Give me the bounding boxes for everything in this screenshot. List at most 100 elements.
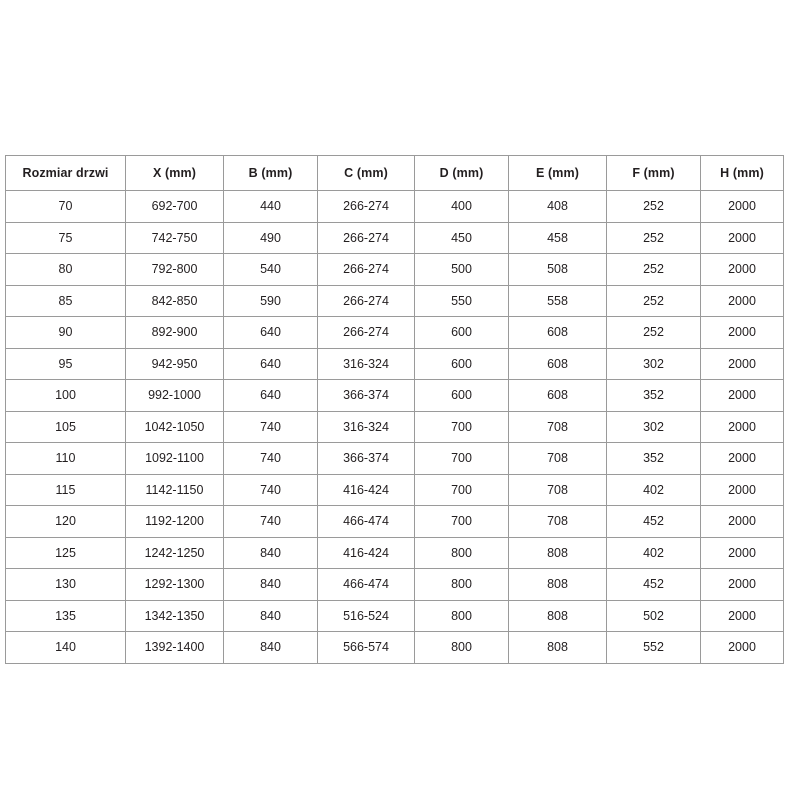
cell-f: 252 [606, 221, 701, 254]
cell-x: 1392-1400 [125, 631, 224, 664]
door-size-spec-table: Rozmiar drzwi X (mm) B (mm) C (mm) D (mm) E (… [5, 155, 784, 664]
cell-x: 992-1000 [125, 379, 224, 412]
cell-h: 2000 [700, 221, 784, 254]
cell-c: 566-574 [317, 631, 415, 664]
cell-e: 808 [508, 631, 607, 664]
cell-e: 808 [508, 536, 607, 569]
table-row: 135 1342-1350 840 516-524 800 808 502 2000 [5, 599, 784, 632]
cell-h: 2000 [700, 536, 784, 569]
cell-e: 708 [508, 473, 607, 506]
table-row: 90 892-900 640 266-274 600 608 252 2000 [5, 316, 784, 349]
cell-d: 800 [414, 568, 509, 601]
cell-d: 600 [414, 347, 509, 380]
cell-c: 366-374 [317, 379, 415, 412]
cell-e: 558 [508, 284, 607, 317]
cell-h: 2000 [700, 631, 784, 664]
table-row: 125 1242-1250 840 416-424 800 808 402 2000 [5, 536, 784, 569]
cell-size: 85 [5, 284, 126, 317]
cell-e: 708 [508, 505, 607, 538]
cell-b: 640 [223, 347, 318, 380]
cell-c: 316-324 [317, 347, 415, 380]
table-row: 115 1142-1150 740 416-424 700 708 402 2000 [5, 473, 784, 506]
cell-b: 440 [223, 190, 318, 223]
cell-b: 740 [223, 505, 318, 538]
cell-b: 540 [223, 253, 318, 286]
cell-b: 840 [223, 631, 318, 664]
cell-d: 800 [414, 536, 509, 569]
column-header-x: X (mm) [125, 155, 224, 191]
cell-x: 942-950 [125, 347, 224, 380]
cell-f: 402 [606, 536, 701, 569]
cell-x: 1192-1200 [125, 505, 224, 538]
cell-size: 130 [5, 568, 126, 601]
cell-d: 800 [414, 631, 509, 664]
cell-e: 708 [508, 442, 607, 475]
cell-size: 80 [5, 253, 126, 286]
table-header-row: Rozmiar drzwi X (mm) B (mm) C (mm) D (mm) E (… [5, 155, 784, 191]
cell-d: 600 [414, 316, 509, 349]
cell-size: 70 [5, 190, 126, 223]
column-header-d: D (mm) [414, 155, 509, 191]
cell-f: 252 [606, 284, 701, 317]
cell-d: 600 [414, 379, 509, 412]
column-header-b: B (mm) [223, 155, 318, 191]
cell-b: 490 [223, 221, 318, 254]
cell-f: 252 [606, 316, 701, 349]
cell-size: 110 [5, 442, 126, 475]
table-row: 105 1042-1050 740 316-324 700 708 302 2000 [5, 410, 784, 443]
cell-f: 252 [606, 253, 701, 286]
cell-e: 608 [508, 347, 607, 380]
cell-b: 640 [223, 379, 318, 412]
cell-size: 140 [5, 631, 126, 664]
cell-d: 450 [414, 221, 509, 254]
cell-e: 608 [508, 316, 607, 349]
cell-f: 302 [606, 410, 701, 443]
cell-h: 2000 [700, 347, 784, 380]
table-row: 95 942-950 640 316-324 600 608 302 2000 [5, 347, 784, 380]
cell-f: 352 [606, 379, 701, 412]
cell-x: 1242-1250 [125, 536, 224, 569]
cell-f: 402 [606, 473, 701, 506]
cell-h: 2000 [700, 190, 784, 223]
cell-c: 266-274 [317, 284, 415, 317]
cell-d: 700 [414, 473, 509, 506]
cell-h: 2000 [700, 568, 784, 601]
table-row: 100 992-1000 640 366-374 600 608 352 2000 [5, 379, 784, 412]
cell-x: 892-900 [125, 316, 224, 349]
cell-d: 700 [414, 442, 509, 475]
cell-h: 2000 [700, 253, 784, 286]
cell-f: 452 [606, 568, 701, 601]
cell-c: 466-474 [317, 568, 415, 601]
cell-d: 800 [414, 599, 509, 632]
cell-b: 740 [223, 442, 318, 475]
cell-x: 1142-1150 [125, 473, 224, 506]
cell-e: 808 [508, 599, 607, 632]
cell-size: 95 [5, 347, 126, 380]
cell-size: 120 [5, 505, 126, 538]
cell-e: 508 [508, 253, 607, 286]
cell-h: 2000 [700, 316, 784, 349]
table-row: 70 692-700 440 266-274 400 408 252 2000 [5, 190, 784, 223]
cell-h: 2000 [700, 505, 784, 538]
cell-d: 500 [414, 253, 509, 286]
table-row: 75 742-750 490 266-274 450 458 252 2000 [5, 221, 784, 254]
column-header-c: C (mm) [317, 155, 415, 191]
cell-b: 740 [223, 410, 318, 443]
table-row: 110 1092-1100 740 366-374 700 708 352 2000 [5, 442, 784, 475]
cell-x: 1292-1300 [125, 568, 224, 601]
cell-c: 266-274 [317, 316, 415, 349]
cell-h: 2000 [700, 379, 784, 412]
cell-f: 552 [606, 631, 701, 664]
cell-size: 90 [5, 316, 126, 349]
cell-x: 1342-1350 [125, 599, 224, 632]
cell-b: 640 [223, 316, 318, 349]
table-body: 70 692-700 440 266-274 400 408 252 2000 75 742-75… [5, 190, 784, 664]
cell-size: 105 [5, 410, 126, 443]
cell-h: 2000 [700, 410, 784, 443]
cell-e: 708 [508, 410, 607, 443]
cell-c: 416-424 [317, 536, 415, 569]
cell-h: 2000 [700, 599, 784, 632]
cell-b: 840 [223, 599, 318, 632]
cell-x: 692-700 [125, 190, 224, 223]
